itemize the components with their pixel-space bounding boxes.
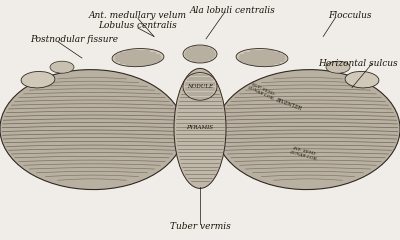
Ellipse shape (236, 48, 288, 67)
Text: PYRAMIS: PYRAMIS (186, 125, 214, 130)
Ellipse shape (216, 70, 400, 190)
Text: Flocculus: Flocculus (328, 11, 372, 20)
Text: NODULE: NODULE (187, 84, 213, 89)
Text: INF. SEMI-
LUNAR LOB.: INF. SEMI- LUNAR LOB. (289, 146, 319, 162)
Ellipse shape (174, 68, 226, 188)
Ellipse shape (326, 61, 350, 73)
Text: Lobulus centralis: Lobulus centralis (99, 21, 177, 30)
Ellipse shape (21, 72, 55, 88)
Text: SUP. SEMI-
LUNAR LOB.: SUP. SEMI- LUNAR LOB. (247, 81, 277, 101)
Ellipse shape (0, 70, 184, 190)
Text: Postnodular fissure: Postnodular fissure (30, 35, 118, 44)
Ellipse shape (345, 72, 379, 88)
Text: Tuber vermis: Tuber vermis (170, 222, 230, 231)
Ellipse shape (112, 48, 164, 67)
Ellipse shape (183, 45, 217, 63)
Text: BIVENTER: BIVENTER (274, 97, 302, 111)
Text: Horizontal sulcus: Horizontal sulcus (318, 59, 398, 68)
Text: Ala lobuli centralis: Ala lobuli centralis (190, 6, 276, 15)
Ellipse shape (50, 61, 74, 73)
Ellipse shape (183, 72, 217, 100)
Text: Ant. medullary velum: Ant. medullary velum (89, 11, 187, 20)
